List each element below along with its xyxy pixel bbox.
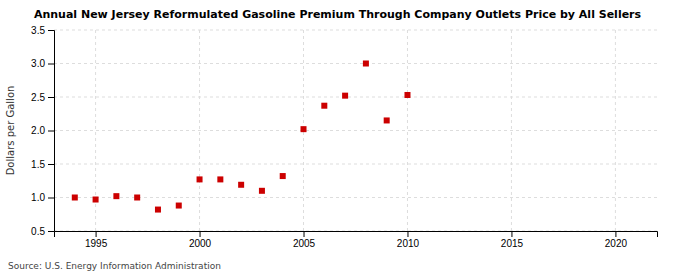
y-tick: 0.5 bbox=[31, 226, 54, 237]
grid bbox=[54, 30, 657, 231]
square-point bbox=[134, 195, 140, 201]
square-point bbox=[155, 207, 161, 213]
x-tick-label: 2010 bbox=[397, 238, 420, 249]
square-point bbox=[363, 61, 369, 67]
grid-line-x bbox=[407, 30, 408, 231]
square-point bbox=[321, 103, 327, 109]
x-tick-label: 2005 bbox=[293, 238, 316, 249]
x-tick-label: 2000 bbox=[189, 238, 212, 249]
y-tick-mark bbox=[48, 198, 54, 199]
grid-line-y bbox=[54, 164, 657, 165]
y-tick: 3.5 bbox=[31, 25, 54, 36]
source: Source: U.S. Energy Information Administ… bbox=[8, 261, 221, 271]
y-tick-label: 2.0 bbox=[31, 125, 45, 136]
x-tick-label: 2020 bbox=[605, 238, 628, 249]
square-point bbox=[93, 197, 99, 203]
points bbox=[72, 61, 411, 213]
y-tick-label: 1.5 bbox=[31, 159, 45, 170]
x-tick-mark bbox=[96, 231, 97, 237]
y-tick-mark bbox=[48, 64, 54, 65]
y-tick-label: 2.5 bbox=[31, 92, 45, 103]
y-tick: 1.5 bbox=[31, 159, 54, 170]
x-tick-mark bbox=[407, 231, 408, 237]
grid-line-y bbox=[54, 97, 657, 98]
square-point bbox=[342, 93, 348, 99]
x-tick-mark bbox=[615, 231, 616, 237]
square-point bbox=[113, 193, 119, 199]
x-tick: 1995 bbox=[85, 231, 108, 249]
x-axis: 1995 2000 2005 2010 2015 2020 bbox=[55, 231, 658, 249]
square-point bbox=[238, 182, 244, 188]
y-tick-label: 3.0 bbox=[31, 58, 45, 69]
square-point bbox=[72, 195, 78, 201]
y-tick: 2.0 bbox=[31, 125, 54, 136]
x-tick: 2005 bbox=[293, 231, 316, 249]
square-point bbox=[176, 203, 182, 209]
y-tick-mark bbox=[48, 164, 54, 165]
y-tick-mark bbox=[48, 30, 54, 31]
square-point bbox=[197, 176, 203, 182]
x-axis-line bbox=[55, 232, 658, 238]
y-tick-label: 3.5 bbox=[31, 25, 45, 36]
x-tick: 2010 bbox=[397, 231, 420, 249]
square-point bbox=[217, 176, 223, 182]
square-point bbox=[301, 126, 307, 132]
x-tick: 2015 bbox=[501, 231, 524, 249]
y-axis: 0.5 1.0 1.5 2.0 2.5 3.0 3.5 bbox=[31, 25, 54, 237]
x-tick-mark bbox=[511, 231, 512, 237]
grid-line-y bbox=[54, 30, 657, 31]
plot: 1995 2000 2005 2010 2015 2020 0.5 1.0 1.5 2.0 2.5 3… bbox=[31, 25, 657, 249]
square-point bbox=[259, 188, 265, 194]
y-axis-label: Dollars per Gallon bbox=[5, 86, 16, 176]
y-tick: 3.0 bbox=[31, 58, 54, 69]
grid-line-x bbox=[615, 30, 616, 231]
chart: 1995 2000 2005 2010 2015 2020 0.5 1.0 1.5 2.0 2.5 3… bbox=[0, 0, 675, 275]
grid-line-y bbox=[54, 130, 657, 131]
grid-line-y bbox=[54, 197, 657, 198]
y-axis-line bbox=[48, 31, 55, 232]
x-tick-label: 2015 bbox=[501, 238, 524, 249]
x-tick-mark bbox=[200, 231, 201, 237]
square-point bbox=[404, 92, 410, 98]
square-point bbox=[280, 173, 286, 179]
y-tick: 2.5 bbox=[31, 92, 54, 103]
title: Annual New Jersey Reformulated Gasoline … bbox=[34, 8, 642, 21]
y-tick-label: 0.5 bbox=[31, 226, 45, 237]
y-tick-mark bbox=[48, 231, 54, 232]
y-tick-mark bbox=[48, 131, 54, 132]
x-tick-mark bbox=[304, 231, 305, 237]
x-tick: 2020 bbox=[605, 231, 628, 249]
square-point bbox=[384, 117, 390, 123]
grid-line-y bbox=[54, 63, 657, 64]
y-tick-label: 1.0 bbox=[31, 192, 45, 203]
x-tick: 2000 bbox=[189, 231, 212, 249]
y-tick: 1.0 bbox=[31, 192, 54, 203]
x-tick-label: 1995 bbox=[85, 238, 108, 249]
y-tick-mark bbox=[48, 97, 54, 98]
